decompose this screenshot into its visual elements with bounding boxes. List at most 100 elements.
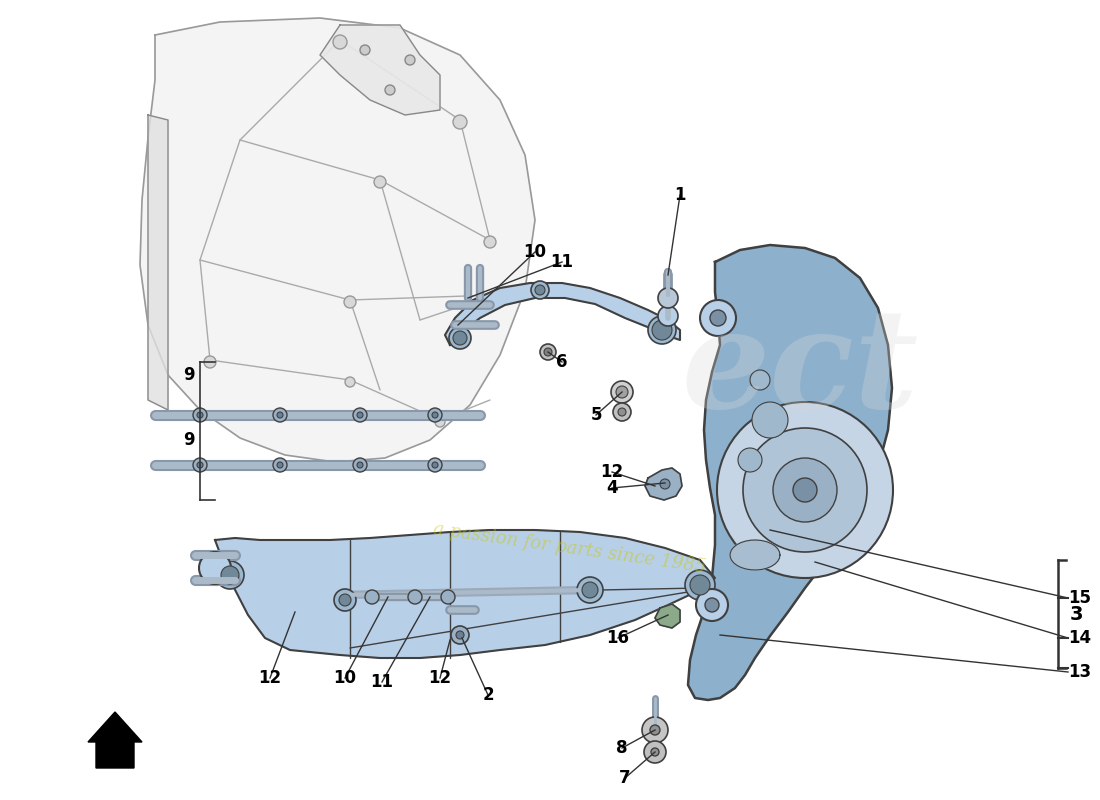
Circle shape: [353, 458, 367, 472]
Text: 3: 3: [1070, 605, 1084, 623]
Polygon shape: [688, 245, 892, 700]
Circle shape: [334, 589, 356, 611]
Circle shape: [652, 320, 672, 340]
Circle shape: [793, 478, 817, 502]
Circle shape: [333, 35, 346, 49]
Circle shape: [658, 288, 678, 308]
Text: 1: 1: [674, 186, 685, 204]
Circle shape: [535, 285, 544, 295]
Circle shape: [544, 348, 552, 356]
Circle shape: [616, 386, 628, 398]
Circle shape: [648, 316, 676, 344]
Circle shape: [644, 741, 666, 763]
Circle shape: [484, 236, 496, 248]
Circle shape: [358, 462, 363, 468]
Text: 14: 14: [1068, 629, 1091, 647]
Circle shape: [344, 296, 356, 308]
Polygon shape: [140, 18, 535, 462]
Circle shape: [273, 458, 287, 472]
Circle shape: [345, 377, 355, 387]
Text: ect: ect: [682, 303, 918, 437]
Circle shape: [660, 479, 670, 489]
Circle shape: [408, 590, 422, 604]
Circle shape: [441, 590, 455, 604]
Circle shape: [434, 417, 446, 427]
Text: 10: 10: [333, 669, 356, 687]
Text: 12: 12: [601, 463, 624, 481]
Circle shape: [192, 458, 207, 472]
Text: 8: 8: [616, 739, 628, 757]
Circle shape: [339, 594, 351, 606]
Circle shape: [221, 566, 239, 584]
Polygon shape: [148, 115, 168, 410]
Circle shape: [358, 412, 363, 418]
Text: 9: 9: [184, 431, 195, 449]
Circle shape: [273, 408, 287, 422]
Circle shape: [277, 412, 283, 418]
Circle shape: [738, 448, 762, 472]
Text: 10: 10: [524, 243, 547, 261]
Circle shape: [451, 626, 469, 644]
Polygon shape: [88, 712, 142, 768]
Circle shape: [750, 370, 770, 390]
Text: 4: 4: [606, 479, 618, 497]
Circle shape: [540, 344, 556, 360]
Circle shape: [700, 300, 736, 336]
Polygon shape: [645, 468, 682, 500]
Text: 15: 15: [1068, 589, 1091, 607]
Circle shape: [199, 552, 231, 584]
Circle shape: [705, 598, 719, 612]
Circle shape: [642, 717, 668, 743]
Polygon shape: [446, 283, 680, 345]
Circle shape: [650, 725, 660, 735]
Circle shape: [428, 408, 442, 422]
Circle shape: [453, 115, 468, 129]
Circle shape: [432, 412, 438, 418]
Polygon shape: [214, 530, 715, 658]
Text: a passion for parts since 1985: a passion for parts since 1985: [432, 520, 707, 576]
Circle shape: [610, 381, 632, 403]
Circle shape: [696, 589, 728, 621]
Polygon shape: [654, 604, 680, 628]
Circle shape: [453, 331, 468, 345]
Circle shape: [216, 561, 244, 589]
Text: 5: 5: [591, 406, 602, 424]
Circle shape: [582, 582, 598, 598]
Circle shape: [710, 310, 726, 326]
Circle shape: [456, 631, 464, 639]
Circle shape: [277, 462, 283, 468]
Circle shape: [742, 428, 867, 552]
Circle shape: [405, 55, 415, 65]
Circle shape: [197, 462, 204, 468]
Circle shape: [531, 281, 549, 299]
Circle shape: [613, 403, 631, 421]
Text: 11: 11: [550, 253, 573, 271]
Circle shape: [365, 590, 380, 604]
Text: 12: 12: [428, 669, 452, 687]
Polygon shape: [320, 25, 440, 115]
Text: 11: 11: [371, 673, 394, 691]
Circle shape: [651, 748, 659, 756]
Circle shape: [658, 306, 678, 326]
Circle shape: [360, 45, 370, 55]
Text: 9: 9: [184, 366, 195, 384]
Circle shape: [353, 408, 367, 422]
Circle shape: [197, 412, 204, 418]
Circle shape: [752, 402, 788, 438]
Text: 6: 6: [557, 353, 568, 371]
Circle shape: [690, 575, 710, 595]
Circle shape: [192, 408, 207, 422]
Text: 2: 2: [482, 686, 494, 704]
Circle shape: [578, 577, 603, 603]
Text: 13: 13: [1068, 663, 1091, 681]
Circle shape: [773, 458, 837, 522]
Circle shape: [385, 85, 395, 95]
Circle shape: [204, 356, 216, 368]
Circle shape: [618, 408, 626, 416]
Circle shape: [717, 402, 893, 578]
Circle shape: [449, 327, 471, 349]
Text: 7: 7: [619, 769, 630, 787]
Circle shape: [428, 458, 442, 472]
Circle shape: [374, 176, 386, 188]
Circle shape: [685, 570, 715, 600]
